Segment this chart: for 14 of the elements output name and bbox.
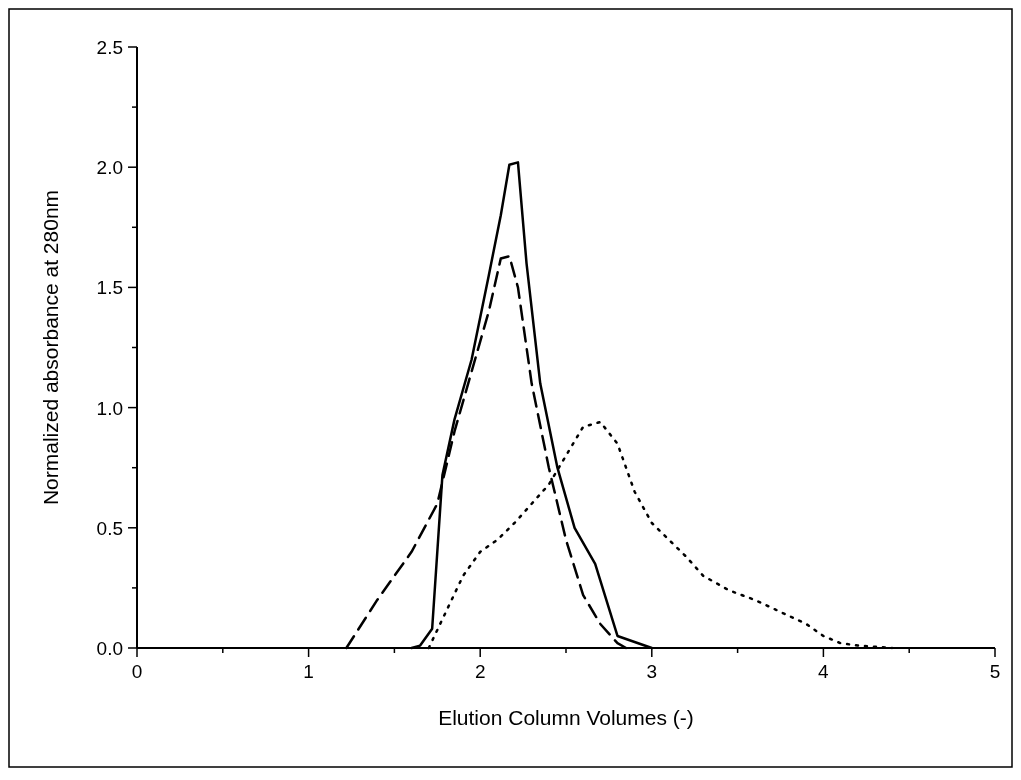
x-tick-label: 5 <box>989 661 1001 682</box>
y-tick-label: 2.5 <box>96 37 123 58</box>
y-tick-label: 1.0 <box>96 397 123 419</box>
y-tick-label: 0.0 <box>96 638 123 659</box>
y-tick-label: 2.0 <box>96 157 123 179</box>
x-tick-label: 2 <box>474 661 486 682</box>
y-axis-title: Normalized absorbance at 280nm <box>39 189 62 506</box>
y-tick-label: 1.5 <box>96 277 123 299</box>
y-tick-label: 0.5 <box>96 517 123 539</box>
x-tick-label: 3 <box>646 661 658 682</box>
x-tick-label: 4 <box>818 661 830 682</box>
x-tick-label: 0 <box>131 661 143 682</box>
x-axis-title: Elution Column Volumes (-) <box>438 706 694 729</box>
x-tick-label: 1 <box>303 661 314 682</box>
